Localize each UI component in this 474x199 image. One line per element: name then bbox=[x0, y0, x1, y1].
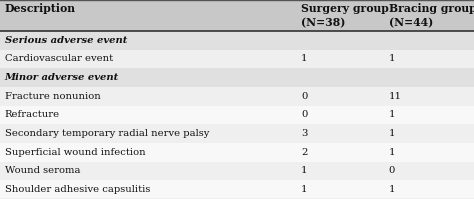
Text: 1: 1 bbox=[389, 110, 395, 119]
Text: 1: 1 bbox=[389, 185, 395, 194]
Text: Bracing group: Bracing group bbox=[389, 3, 474, 14]
Text: Secondary temporary radial nerve palsy: Secondary temporary radial nerve palsy bbox=[5, 129, 209, 138]
Bar bbox=[0, 162, 474, 180]
Text: Fracture nonunion: Fracture nonunion bbox=[5, 92, 100, 101]
Bar bbox=[0, 124, 474, 143]
Bar bbox=[0, 31, 474, 50]
Bar bbox=[0, 87, 474, 106]
Text: Refracture: Refracture bbox=[5, 110, 60, 119]
Text: Description: Description bbox=[5, 3, 76, 14]
Text: 0: 0 bbox=[301, 110, 307, 119]
Text: 11: 11 bbox=[389, 92, 401, 101]
Bar bbox=[0, 106, 474, 124]
Text: Superficial wound infection: Superficial wound infection bbox=[5, 148, 146, 157]
Text: Cardiovascular event: Cardiovascular event bbox=[5, 54, 113, 63]
Bar bbox=[0, 180, 474, 199]
Text: 2: 2 bbox=[301, 148, 307, 157]
Text: Serious adverse event: Serious adverse event bbox=[5, 36, 127, 45]
Bar bbox=[0, 0, 474, 31]
Bar bbox=[0, 50, 474, 68]
Bar bbox=[0, 143, 474, 162]
Text: 1: 1 bbox=[301, 185, 308, 194]
Text: 1: 1 bbox=[389, 54, 395, 63]
Text: 1: 1 bbox=[301, 54, 308, 63]
Text: 1: 1 bbox=[301, 167, 308, 176]
Text: Minor adverse event: Minor adverse event bbox=[5, 73, 119, 82]
Bar bbox=[0, 68, 474, 87]
Text: 1: 1 bbox=[389, 148, 395, 157]
Text: 0: 0 bbox=[389, 167, 395, 176]
Text: Shoulder adhesive capsulitis: Shoulder adhesive capsulitis bbox=[5, 185, 150, 194]
Text: (N=44): (N=44) bbox=[389, 18, 433, 29]
Text: Surgery group: Surgery group bbox=[301, 3, 389, 14]
Text: 1: 1 bbox=[389, 129, 395, 138]
Text: 3: 3 bbox=[301, 129, 307, 138]
Text: Wound seroma: Wound seroma bbox=[5, 167, 80, 176]
Text: 0: 0 bbox=[301, 92, 307, 101]
Text: (N=38): (N=38) bbox=[301, 18, 346, 29]
